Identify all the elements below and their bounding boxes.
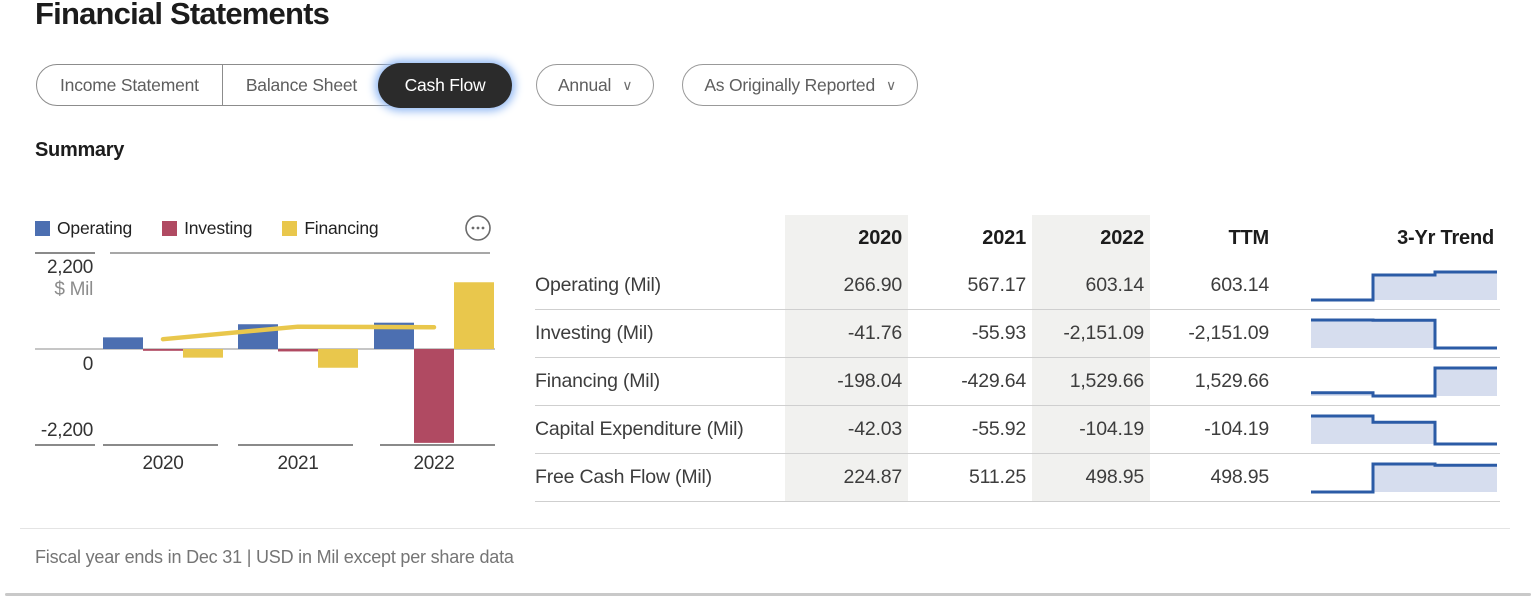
tab-cash-flow[interactable]: Cash Flow bbox=[377, 62, 513, 108]
ellipsis-circle-icon bbox=[465, 215, 491, 241]
svg-text:2022: 2022 bbox=[413, 453, 454, 474]
trend-sparkline bbox=[1311, 318, 1497, 349]
svg-text:2021: 2021 bbox=[277, 453, 318, 474]
legend-swatch bbox=[282, 221, 298, 236]
cash-flow-chart: 2,200 0 -2,200 $ Mil 2020 2021 2022 bbox=[35, 248, 501, 485]
column-header-trend: 3-Yr Trend bbox=[1397, 227, 1494, 249]
summary-table: 2020 2021 2022 TTM 3-Yr Trend Operating … bbox=[535, 215, 1500, 502]
cash-flow-chart-svg: 2,200 0 -2,200 $ Mil 2020 2021 2022 bbox=[35, 252, 495, 474]
value-cell: -55.93 bbox=[971, 322, 1026, 344]
tab-balance-sheet[interactable]: Balance Sheet bbox=[221, 65, 380, 105]
trend-sparkline bbox=[1311, 270, 1497, 301]
value-cell: 498.95 bbox=[1032, 454, 1150, 501]
value-cell: -42.03 bbox=[785, 406, 908, 453]
column-header-blank bbox=[535, 215, 785, 262]
trend-cell bbox=[1275, 262, 1500, 309]
controls-row: Income Statement Balance Sheet Cash Flow… bbox=[36, 62, 919, 108]
value-cell: -104.19 bbox=[1204, 418, 1269, 440]
table-row: Operating (Mil) 266.90 567.17 603.14 603.14 bbox=[535, 262, 1500, 310]
table-row: Free Cash Flow (Mil) 224.87 511.25 498.95 49… bbox=[535, 454, 1500, 502]
value-cell: -2,151.09 bbox=[1032, 310, 1150, 357]
tab-income-statement[interactable]: Income Statement bbox=[60, 74, 199, 95]
row-label: Free Cash Flow (Mil) bbox=[535, 466, 712, 488]
table-body: Operating (Mil) 266.90 567.17 603.14 603.14 I… bbox=[535, 262, 1500, 502]
value-cell: 567.17 bbox=[967, 274, 1027, 296]
row-label: Capital Expenditure (Mil) bbox=[535, 418, 744, 440]
bottom-divider bbox=[5, 593, 1531, 596]
row-label: Investing (Mil) bbox=[535, 322, 654, 344]
legend-label: Operating bbox=[57, 218, 133, 238]
period-dropdown[interactable]: Annual ∨ bbox=[535, 64, 655, 106]
legend-swatch bbox=[162, 221, 178, 236]
svg-text:-2,200: -2,200 bbox=[41, 420, 93, 441]
legend-item-investing: Investing bbox=[162, 218, 253, 239]
section-divider bbox=[20, 528, 1510, 529]
chevron-down-icon: ∨ bbox=[886, 76, 897, 93]
statement-tab-group: Income Statement Balance Sheet Cash Flow bbox=[36, 62, 513, 108]
value-cell: 498.95 bbox=[1210, 466, 1270, 488]
value-cell: -41.76 bbox=[785, 310, 908, 357]
trend-cell bbox=[1275, 358, 1500, 405]
trend-cell bbox=[1275, 454, 1500, 501]
table-row: Financing (Mil) -198.04 -429.64 1,529.66 1,5… bbox=[535, 358, 1500, 406]
column-header-ttm: TTM bbox=[1228, 227, 1270, 249]
column-header-2020: 2020 bbox=[785, 215, 908, 262]
chart-legend: Operating Investing Financing bbox=[35, 215, 492, 241]
more-options-button[interactable] bbox=[464, 215, 492, 243]
trend-cell bbox=[1275, 406, 1500, 453]
chevron-down-icon: ∨ bbox=[622, 76, 633, 93]
trend-sparkline bbox=[1311, 366, 1497, 397]
value-cell: 224.87 bbox=[785, 454, 908, 501]
summary-heading: Summary bbox=[35, 139, 125, 161]
legend-item-financing: Financing bbox=[282, 218, 379, 239]
row-label: Financing (Mil) bbox=[535, 370, 660, 392]
value-cell: 603.14 bbox=[1032, 262, 1150, 309]
value-cell: 1,529.66 bbox=[1032, 358, 1150, 405]
reporting-basis-dropdown-label: As Originally Reported bbox=[704, 74, 875, 95]
fiscal-year-note: Fiscal year ends in Dec 31 | USD in Mil … bbox=[35, 547, 514, 567]
value-cell: -55.92 bbox=[971, 418, 1026, 440]
trend-cell bbox=[1275, 310, 1500, 357]
value-cell: -429.64 bbox=[961, 370, 1026, 392]
legend-item-operating: Operating bbox=[35, 218, 132, 239]
value-cell: -104.19 bbox=[1032, 406, 1150, 453]
value-cell: 1,529.66 bbox=[1194, 370, 1270, 392]
svg-text:$ Mil: $ Mil bbox=[54, 279, 93, 300]
table-row: Capital Expenditure (Mil) -42.03 -55.92 -10… bbox=[535, 406, 1500, 454]
value-cell: 603.14 bbox=[1210, 274, 1270, 296]
legend-label: Financing bbox=[304, 218, 379, 238]
legend-label: Investing bbox=[184, 218, 253, 238]
column-header-2022: 2022 bbox=[1032, 215, 1150, 262]
page-title: Financial Statements bbox=[35, 0, 330, 31]
value-cell: -2,151.09 bbox=[1188, 322, 1269, 344]
period-dropdown-label: Annual bbox=[557, 74, 612, 95]
svg-text:2,200: 2,200 bbox=[47, 257, 93, 278]
svg-text:2020: 2020 bbox=[142, 453, 183, 474]
row-label: Operating (Mil) bbox=[535, 274, 661, 296]
value-cell: -198.04 bbox=[785, 358, 908, 405]
table-row: Investing (Mil) -41.76 -55.93 -2,151.09 -2,1… bbox=[535, 310, 1500, 358]
trend-sparkline bbox=[1311, 414, 1497, 445]
column-header-2021: 2021 bbox=[982, 227, 1026, 249]
svg-text:0: 0 bbox=[83, 354, 93, 375]
value-cell: 266.90 bbox=[785, 262, 908, 309]
trend-sparkline bbox=[1311, 462, 1497, 493]
value-cell: 511.25 bbox=[969, 466, 1026, 488]
legend-swatch bbox=[35, 221, 50, 236]
table-header-row: 2020 2021 2022 TTM 3-Yr Trend bbox=[535, 215, 1500, 262]
reporting-basis-dropdown[interactable]: As Originally Reported ∨ bbox=[682, 64, 919, 106]
